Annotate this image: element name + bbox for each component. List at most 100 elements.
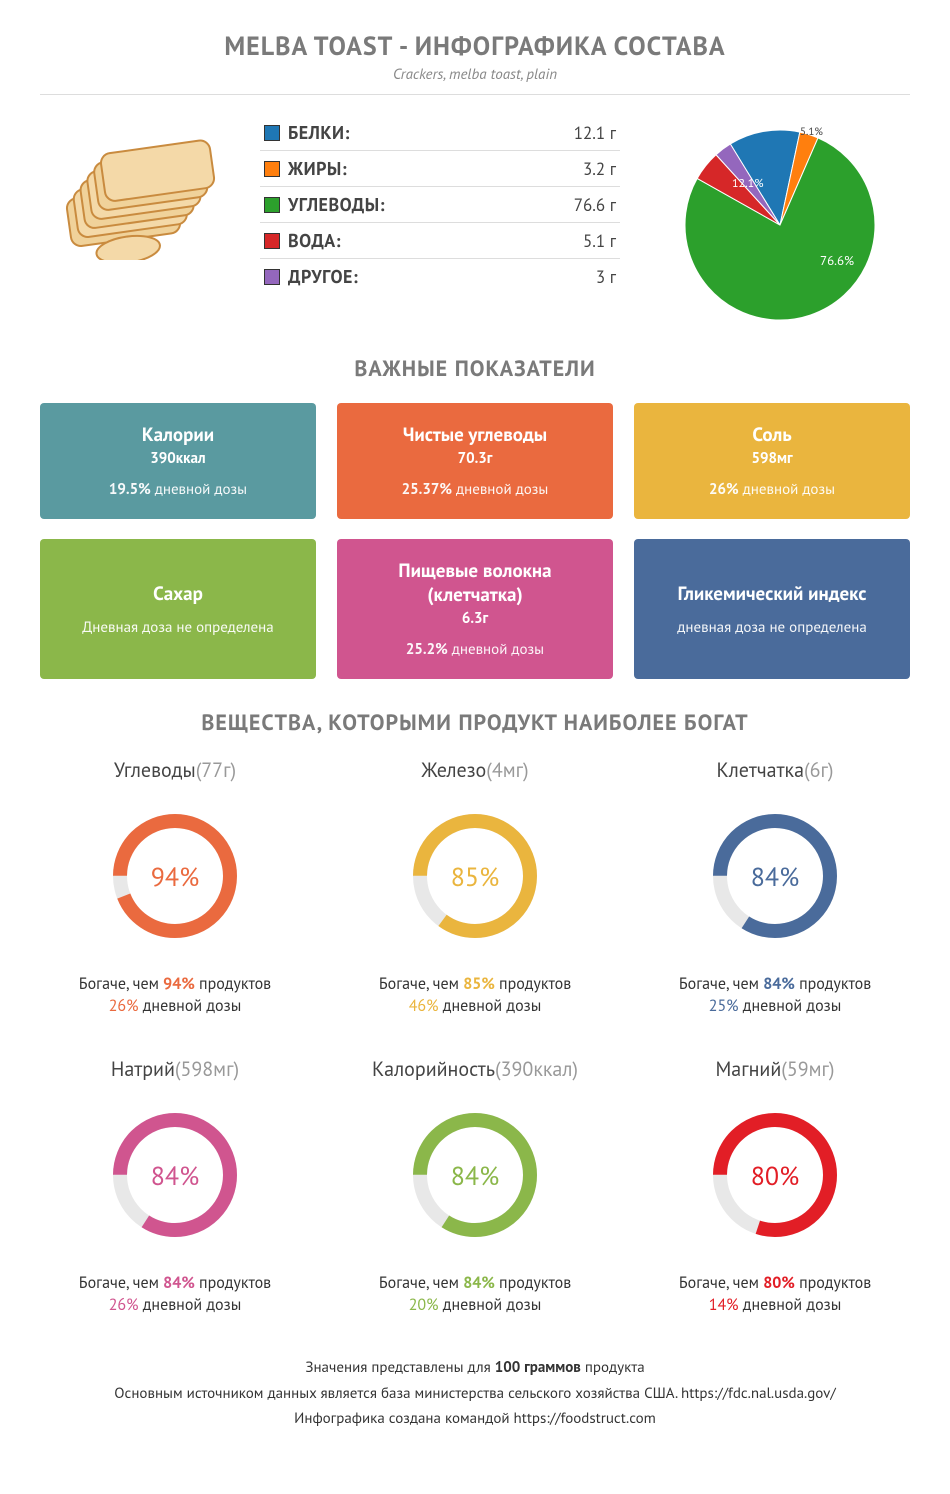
ring-chart: 84% [700,801,850,951]
footer-line-3: Инфографика создана командой https://foo… [40,1406,910,1432]
macro-label: ЖИРЫ: [288,157,347,180]
card-dose: 19.5% дневной дозы [52,480,304,499]
color-swatch [264,269,280,285]
indicator-card: Пищевые волокна (клетчатка) 6.3г 25.2% дне… [337,539,613,679]
macro-table: БЕЛКИ: 12.1 г ЖИРЫ: 3.2 г УГЛЕВОДЫ: 76.6 г ВОД… [260,115,620,294]
indicator-card: Гликемический индекс дневная доза не опре… [634,539,910,679]
macro-row: ВОДА: 5.1 г [260,223,620,259]
pie-label-protein: 12.1% [732,176,763,191]
ring-item: Железо(4мг) 85% Богаче, чем 85% продуктов4… [340,757,610,1016]
ring-title: Магний(59мг) [640,1056,910,1082]
card-dose: дневная доза не определена [646,618,898,637]
card-dose: 26% дневной дозы [646,480,898,499]
section-rich-title: ВЕЩЕСТВА, КОТОРЫМИ ПРОДУКТ НАИБОЛЕЕ БОГА… [40,709,910,737]
ring-item: Клетчатка(6г) 84% Богаче, чем 84% продукто… [640,757,910,1016]
card-title: Калории [52,423,304,447]
section-indicators-title: ВАЖНЫЕ ПОКАЗАТЕЛИ [40,355,910,383]
indicator-card: Соль 598мг 26% дневной дозы [634,403,910,519]
card-value: 390ккал [52,449,304,468]
ring-richer-line: Богаче, чем 84% продуктов [40,1273,310,1293]
ring-dose-line: 26% дневной дозы [40,1295,310,1315]
indicator-cards: Калории 390ккал 19.5% дневной дозы Чистые у… [40,403,910,679]
ring-title: Клетчатка(6г) [640,757,910,783]
header: MELBA TOAST - ИНФОГРАФИКА СОСТАВА Cracke… [40,30,910,84]
macro-row: УГЛЕВОДЫ: 76.6 г [260,187,620,223]
ring-item: Калорийность(390ккал) 84% Богаче, чем 84% … [340,1056,610,1315]
color-swatch [264,233,280,249]
ring-dose-line: 20% дневной дозы [340,1295,610,1315]
macro-label: ВОДА: [288,229,341,252]
ring-title: Натрий(598мг) [40,1056,310,1082]
color-swatch [264,197,280,213]
macro-value: 12.1 г [574,122,616,144]
macro-row: БЕЛКИ: 12.1 г [260,115,620,151]
card-value: 6.3г [349,609,601,628]
macro-label: БЕЛКИ: [288,121,350,144]
ring-chart: 80% [700,1100,850,1250]
ring-title: Углеводы(77г) [40,757,310,783]
pie-chart: 12.1% 5.1% 76.6% [650,115,910,325]
macro-value: 76.6 г [574,194,616,216]
pie-label-carb: 76.6% [820,252,854,269]
ring-dose-line: 14% дневной дозы [640,1295,910,1315]
ring-chart: 84% [400,1100,550,1250]
macro-row: ДРУГОЕ: 3 г [260,259,620,294]
ring-pct: 84% [151,1160,199,1193]
indicator-card: Сахар Дневная доза не определена [40,539,316,679]
ring-richer-line: Богаче, чем 94% продуктов [40,974,310,994]
card-title: Соль [646,423,898,447]
ring-item: Натрий(598мг) 84% Богаче, чем 84% продукто… [40,1056,310,1315]
macro-value: 3 г [596,266,616,288]
title-prefix: MELBA TOAST [224,30,392,63]
ring-dose-line: 46% дневной дозы [340,996,610,1016]
subtitle: Crackers, melba toast, plain [40,65,910,84]
macro-label: ДРУГОЕ: [288,265,358,288]
ring-title: Железо(4мг) [340,757,610,783]
footer: Значения представлены для 100 граммов пр… [40,1355,910,1432]
ring-pct: 85% [451,861,499,894]
card-dose: 25.2% дневной дозы [349,640,601,659]
color-swatch [264,161,280,177]
ring-chart: 85% [400,801,550,951]
ring-pct: 84% [451,1160,499,1193]
page-title: MELBA TOAST - ИНФОГРАФИКА СОСТАВА [40,30,910,63]
indicator-card: Калории 390ккал 19.5% дневной дозы [40,403,316,519]
pie-label-water: 5.1% [800,125,823,139]
macro-value: 3.2 г [583,158,616,180]
ring-dose-line: 25% дневной дозы [640,996,910,1016]
title-suffix: ИНФОГРАФИКА СОСТАВА [415,30,726,63]
footer-line-1: Значения представлены для 100 граммов пр… [40,1355,910,1381]
toast-icon [45,120,225,260]
card-title: Гликемический индекс [646,582,898,606]
macro-row: ЖИРЫ: 3.2 г [260,151,620,187]
product-image [40,115,230,265]
card-title: Пищевые волокна (клетчатка) [349,559,601,607]
card-value: 70.3г [349,449,601,468]
ring-dose-line: 26% дневной дозы [40,996,310,1016]
card-dose: Дневная доза не определена [52,618,304,637]
indicator-card: Чистые углеводы 70.3г 25.37% дневной дозы [337,403,613,519]
ring-item: Углеводы(77г) 94% Богаче, чем 94% продукто… [40,757,310,1016]
ring-pct: 80% [751,1160,799,1193]
ring-richer-line: Богаче, чем 84% продуктов [340,1273,610,1293]
divider [40,94,910,95]
ring-chart: 84% [100,1100,250,1250]
card-dose: 25.37% дневной дозы [349,480,601,499]
ring-richer-line: Богаче, чем 80% продуктов [640,1273,910,1293]
card-title: Чистые углеводы [349,423,601,447]
ring-pct: 84% [751,861,799,894]
ring-richer-line: Богаче, чем 85% продуктов [340,974,610,994]
macro-value: 5.1 г [583,230,616,252]
macro-label: УГЛЕВОДЫ: [288,193,385,216]
card-value: 598мг [646,449,898,468]
ring-pct: 94% [151,861,199,894]
ring-title: Калорийность(390ккал) [340,1056,610,1082]
ring-richer-line: Богаче, чем 84% продуктов [640,974,910,994]
composition-row: БЕЛКИ: 12.1 г ЖИРЫ: 3.2 г УГЛЕВОДЫ: 76.6 г ВОД… [40,115,910,325]
ring-item: Магний(59мг) 80% Богаче, чем 80% продуктов… [640,1056,910,1315]
nutrient-rings: Углеводы(77г) 94% Богаче, чем 94% продукто… [40,757,910,1315]
ring-chart: 94% [100,801,250,951]
footer-line-2: Основным источником данных является база… [40,1381,910,1407]
color-swatch [264,125,280,141]
card-title: Сахар [52,582,304,606]
